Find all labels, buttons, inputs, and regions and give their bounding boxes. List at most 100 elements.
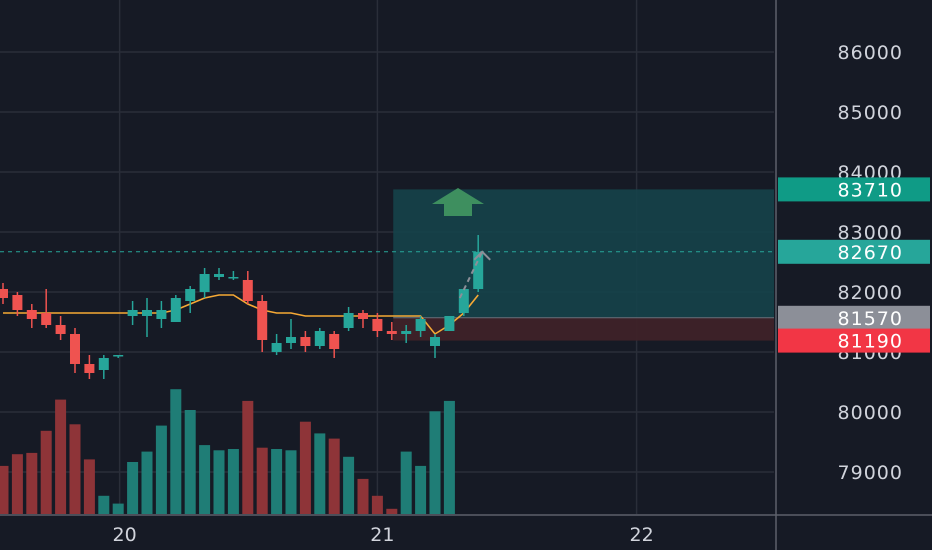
projection-arrowhead <box>473 250 491 261</box>
volume-bar <box>11 454 23 514</box>
candle <box>84 355 95 379</box>
candle-body <box>84 364 95 373</box>
price-tick-label: 79000 <box>838 462 903 484</box>
candle <box>430 334 440 358</box>
volume-bar <box>242 400 254 514</box>
candle-body <box>142 310 152 316</box>
candle-body <box>314 331 325 346</box>
candle-body <box>199 274 210 292</box>
candle-body <box>170 298 181 322</box>
candle-body <box>12 295 23 310</box>
volume-bar <box>40 430 52 514</box>
candle <box>228 271 239 280</box>
candle-body <box>214 274 224 277</box>
volume-bar <box>112 503 124 514</box>
volume-bar <box>155 425 167 514</box>
candle <box>415 316 426 337</box>
candle-body <box>0 289 8 298</box>
candle-body <box>343 313 354 328</box>
candle-body <box>41 313 52 325</box>
moving-average-path <box>3 294 479 336</box>
candle <box>343 307 354 331</box>
candle <box>113 355 124 358</box>
candle <box>185 286 196 313</box>
candle-body <box>458 289 469 313</box>
candle <box>55 316 66 340</box>
volume-bar <box>328 438 340 514</box>
candle-body <box>185 289 196 301</box>
candle <box>473 235 484 292</box>
candle <box>314 328 325 349</box>
candle <box>271 334 282 355</box>
candle <box>257 295 268 352</box>
volume-bar <box>443 400 455 514</box>
price-tick-label: 85000 <box>838 102 903 124</box>
volume-bar <box>213 450 225 514</box>
candle <box>70 328 80 373</box>
candle <box>242 271 253 304</box>
price-tick-label: 86000 <box>838 42 903 64</box>
candle-body <box>271 343 282 352</box>
candle <box>458 289 469 316</box>
candle-body <box>358 313 368 319</box>
volume-bar <box>127 462 139 514</box>
price-tag-background <box>778 239 930 264</box>
volume-bar <box>69 424 81 514</box>
time-tick-label: 22 <box>630 524 654 546</box>
volume-bar <box>343 456 355 514</box>
price-tag-label: 81570 <box>838 308 903 330</box>
volume-bar <box>0 465 9 514</box>
candlestick-series <box>0 235 484 379</box>
volume-bar <box>256 447 268 514</box>
candle-body <box>329 334 340 349</box>
candle <box>41 289 52 328</box>
moving-average-line <box>3 294 479 336</box>
candle-body <box>372 319 383 331</box>
candle <box>26 304 37 328</box>
volume-bar <box>429 411 441 514</box>
volume-bar <box>199 445 211 514</box>
candle <box>142 298 152 337</box>
volume-bar <box>415 465 427 514</box>
volume-bar <box>299 421 311 514</box>
volume-bar <box>227 449 239 514</box>
candle-body <box>444 316 455 331</box>
volume-bar <box>285 450 297 514</box>
candle-body <box>98 358 109 370</box>
price-tag: 81570 <box>778 305 930 330</box>
price-tag-label: 83710 <box>838 179 903 201</box>
candle <box>300 331 311 352</box>
stop-loss-zone[interactable] <box>393 317 774 341</box>
time-axis[interactable]: 20 21 22 <box>0 514 932 546</box>
volume-bar <box>357 478 369 514</box>
candle <box>12 292 23 316</box>
candle <box>98 355 109 379</box>
candle <box>170 295 181 322</box>
volume-bar <box>26 452 38 514</box>
candle <box>0 283 8 304</box>
time-tick-label: 21 <box>370 524 394 546</box>
volume-bar <box>184 410 196 514</box>
chart-overlays <box>0 188 774 299</box>
candle-body <box>55 325 66 334</box>
volume-bar <box>83 459 95 514</box>
long-position-tool[interactable] <box>393 189 774 341</box>
candle-body <box>113 355 124 357</box>
candle <box>444 316 455 331</box>
volume-bar <box>386 508 398 514</box>
volume-bar <box>170 389 182 514</box>
candle <box>286 319 296 349</box>
candle-body <box>300 337 311 346</box>
price-tag-background <box>778 177 930 202</box>
candle-body <box>401 331 412 334</box>
volume-bar <box>55 399 67 514</box>
candle <box>386 322 397 340</box>
candle-body <box>26 310 37 319</box>
candle-body <box>386 331 397 334</box>
volume-bar <box>98 495 110 514</box>
price-tag: 83710 <box>778 177 930 202</box>
candle-body <box>127 310 138 316</box>
